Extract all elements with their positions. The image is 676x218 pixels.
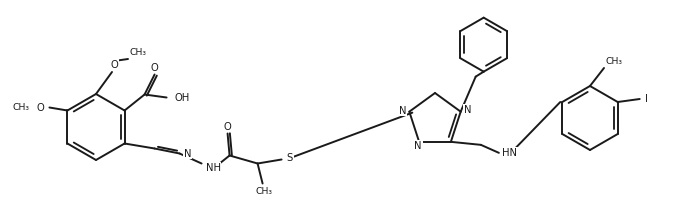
Text: S: S <box>287 153 293 162</box>
Text: O: O <box>37 102 45 112</box>
Text: CH₃: CH₃ <box>12 103 30 112</box>
Text: O: O <box>151 63 158 73</box>
Text: CH₃: CH₃ <box>130 48 147 56</box>
Text: NH: NH <box>206 162 220 172</box>
Text: OH: OH <box>174 92 190 102</box>
Text: CH₃: CH₃ <box>606 56 623 65</box>
Text: I: I <box>645 94 648 104</box>
Text: N: N <box>184 148 191 158</box>
Text: CH₃: CH₃ <box>255 187 272 196</box>
Text: O: O <box>224 121 231 131</box>
Text: N: N <box>414 141 422 151</box>
Text: N: N <box>399 106 406 116</box>
Text: O: O <box>110 60 118 70</box>
Text: HN: HN <box>502 148 517 158</box>
Text: N: N <box>464 105 471 115</box>
